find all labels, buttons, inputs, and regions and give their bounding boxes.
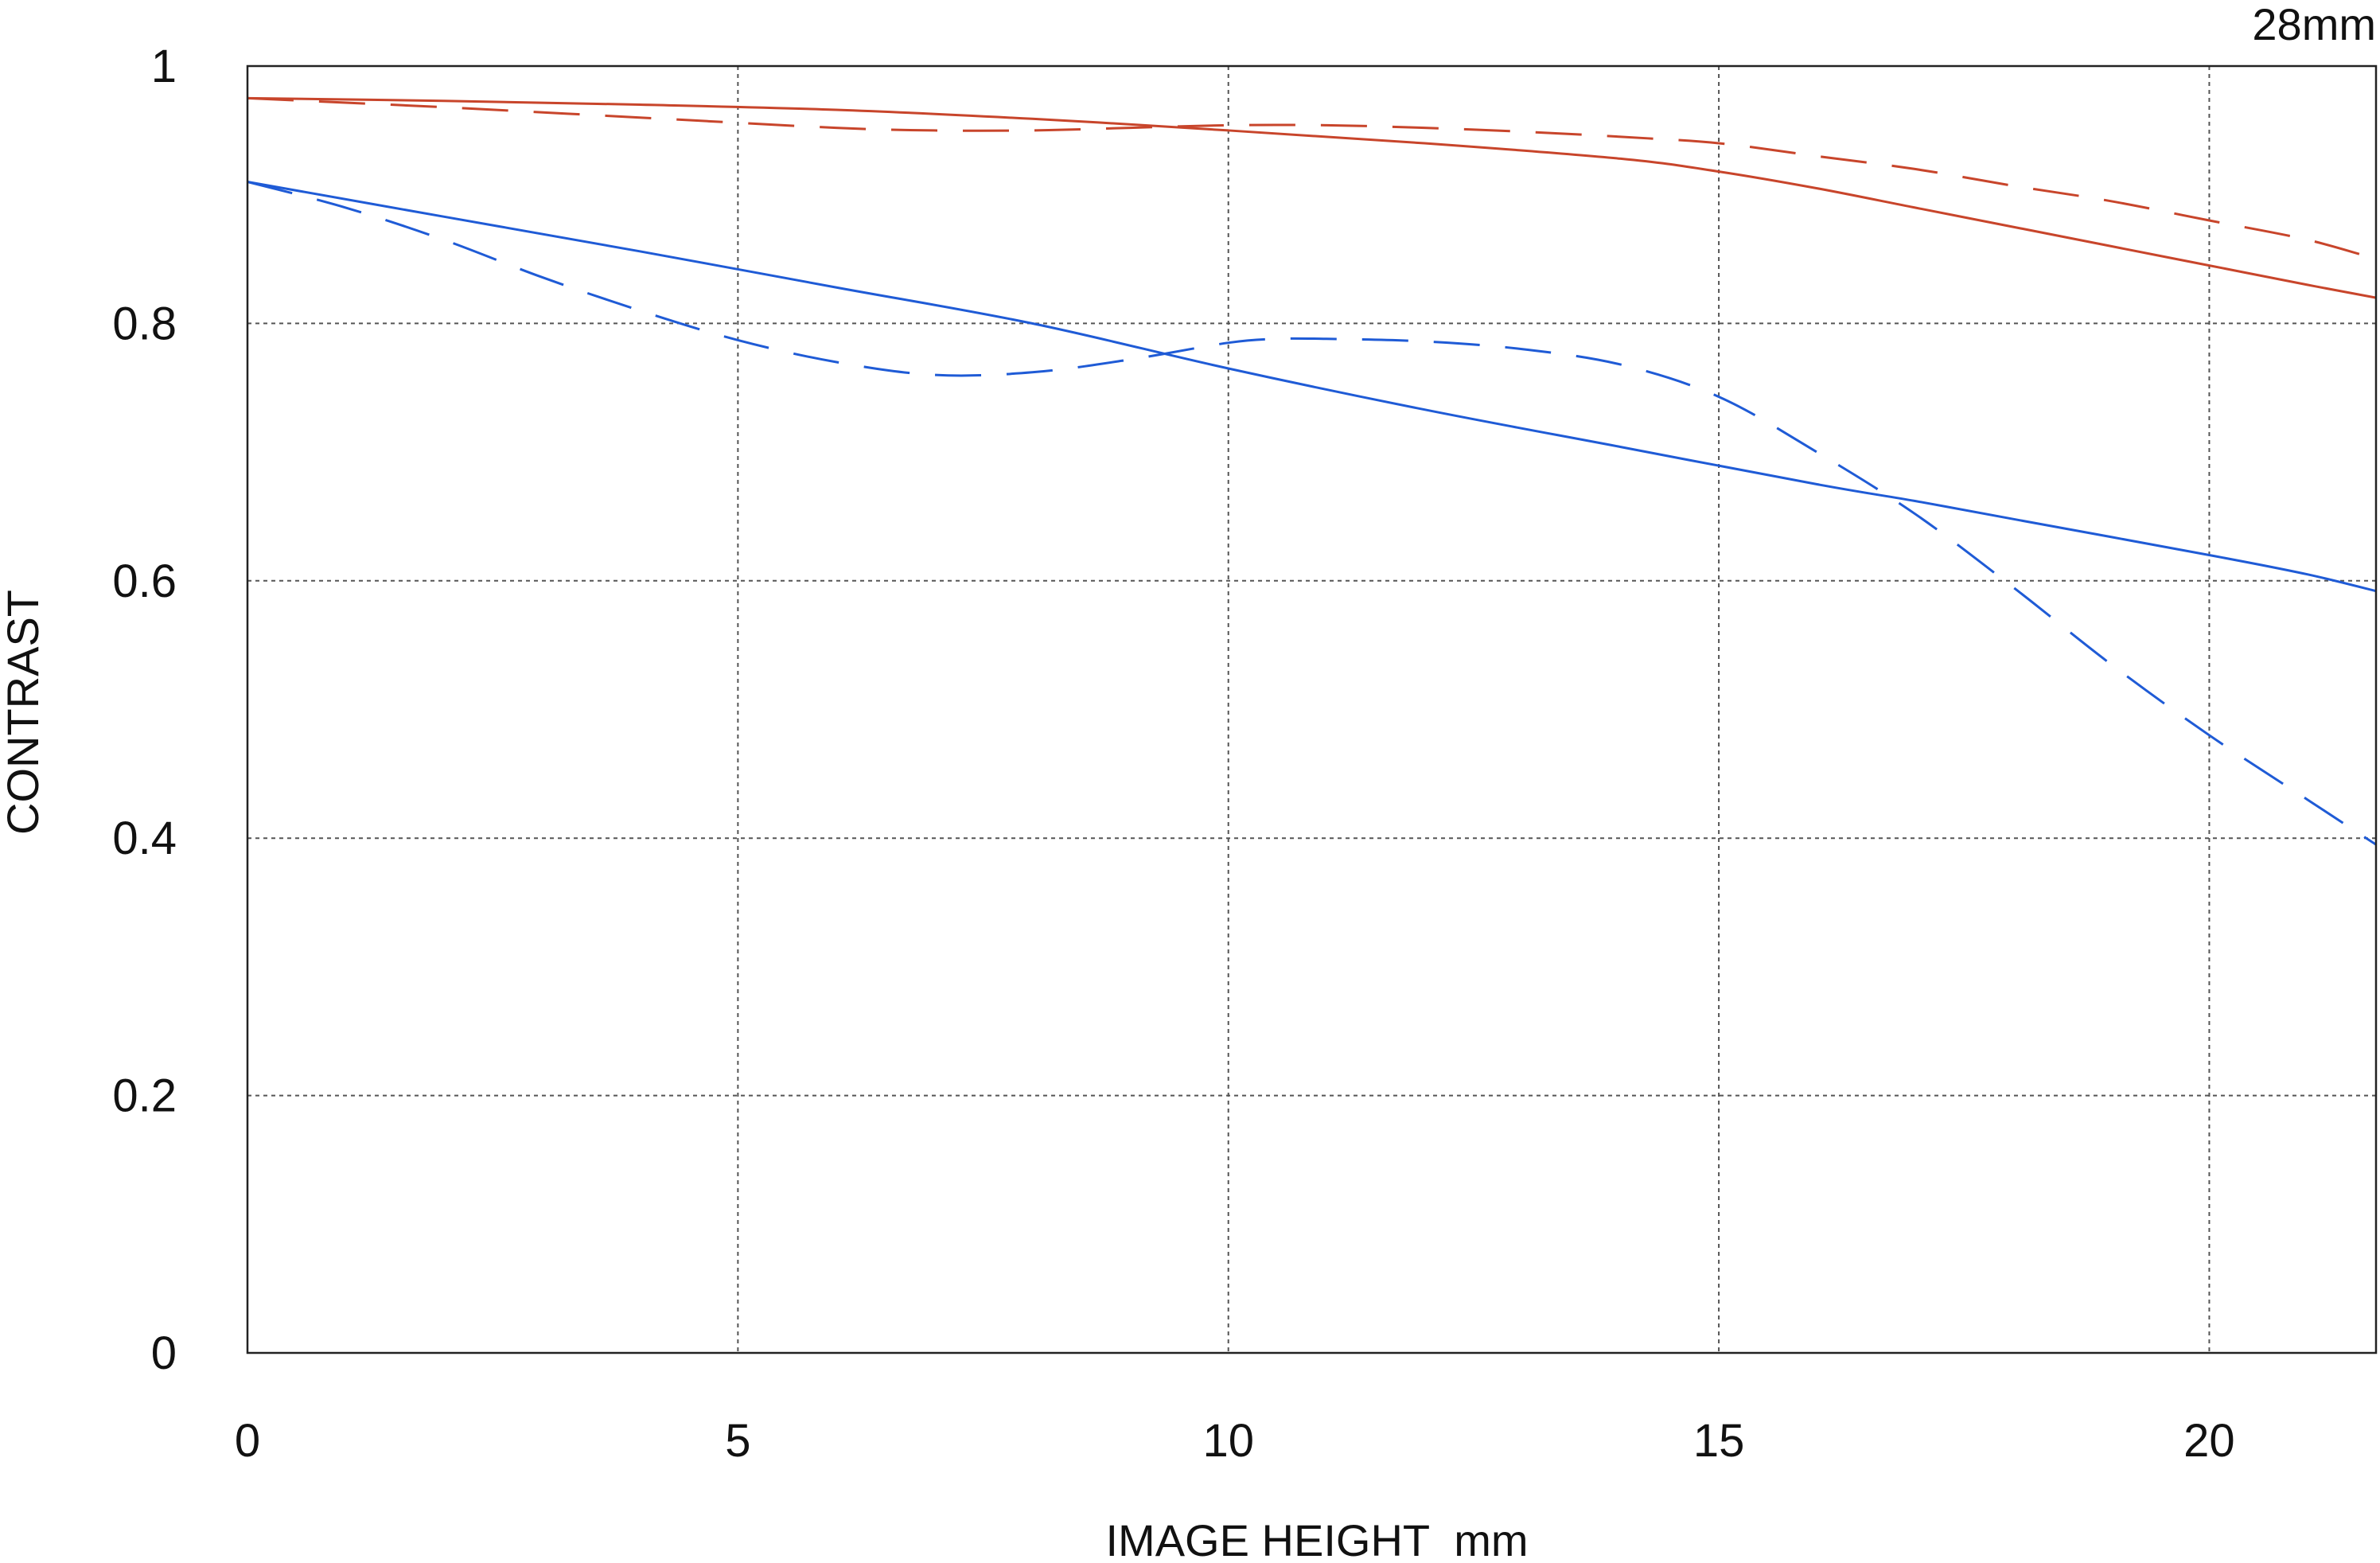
grid-lines — [247, 66, 2376, 1353]
focal-length-label: 28mm — [2252, 0, 2376, 49]
x-tick-label: 10 — [1202, 1415, 1254, 1467]
y-tick-label: 0.2 — [112, 1070, 177, 1122]
series-lines — [247, 96, 2377, 846]
y-tick-label: 0.4 — [112, 813, 177, 864]
plot-frame — [246, 64, 2378, 1354]
y-tick-label: 1 — [151, 41, 177, 92]
series-line-dashed — [247, 181, 2377, 846]
y-axis-title: CONTRAST — [0, 590, 48, 835]
y-tick-label: 0.6 — [112, 555, 177, 607]
y-tick-label: 0.8 — [112, 298, 177, 349]
x-tick-label: 5 — [725, 1415, 750, 1467]
x-axis-title: IMAGE HEIGHT mm — [1106, 1515, 1529, 1563]
series-line-dashed — [247, 96, 2377, 260]
x-tick-label: 20 — [2183, 1415, 2235, 1467]
x-tick-label: 15 — [1693, 1415, 1745, 1467]
series-line-solid — [247, 96, 2377, 299]
tick-labels: 0 5 10 15 20 0 0.2 0.4 0.6 0.8 1 — [112, 41, 2234, 1467]
x-tick-label: 0 — [235, 1415, 260, 1467]
y-tick-label: 0 — [151, 1327, 177, 1379]
series-line-solid — [247, 181, 2377, 593]
